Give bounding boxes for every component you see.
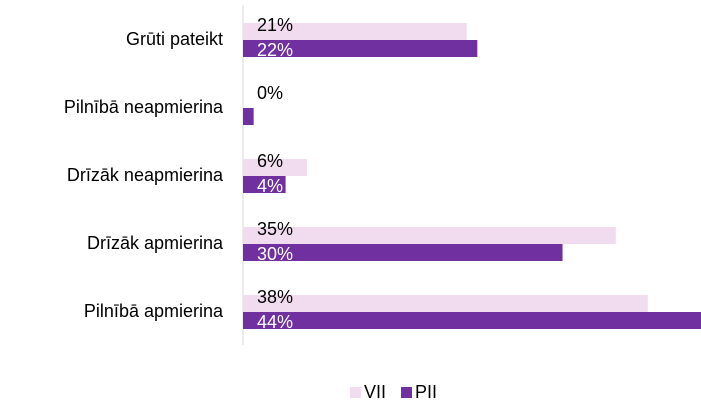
category-label: Grūti pateikt — [126, 29, 223, 49]
bar — [243, 244, 563, 261]
category-label: Pilnībā apmierina — [84, 301, 224, 321]
value-label: 38% — [257, 287, 293, 307]
value-label: 35% — [257, 219, 293, 239]
value-label: 0% — [257, 83, 283, 103]
value-label: 44% — [257, 312, 293, 332]
legend-label: VII — [364, 382, 386, 402]
value-label: 30% — [257, 244, 293, 264]
value-label: 22% — [257, 40, 293, 60]
bar — [243, 227, 616, 244]
bar — [243, 159, 307, 176]
legend-swatch — [401, 387, 413, 398]
bar — [243, 312, 701, 329]
category-label: Pilnībā neapmierina — [64, 97, 224, 117]
bar — [243, 176, 286, 193]
bar — [243, 108, 254, 125]
bar — [243, 40, 478, 57]
legend-swatch — [350, 387, 361, 398]
bar — [243, 295, 648, 312]
value-label: 6% — [257, 151, 283, 171]
category-label: Drīzāk apmierina — [87, 233, 224, 253]
category-label: Drīzāk neapmierina — [67, 165, 224, 185]
value-label: 4% — [257, 176, 283, 196]
legend-label: PII — [415, 382, 437, 402]
bar — [243, 23, 467, 40]
value-label: 21% — [257, 15, 293, 35]
